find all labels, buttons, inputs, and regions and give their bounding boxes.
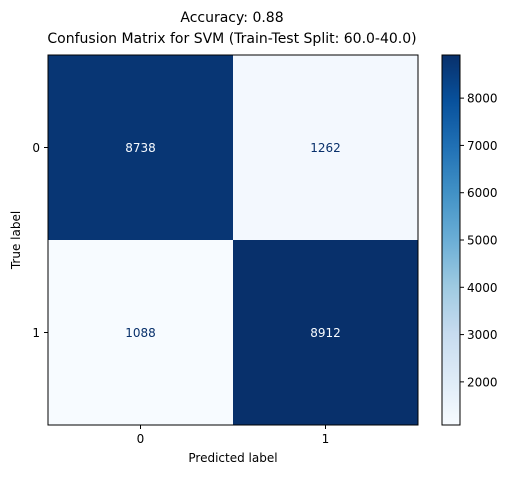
colorbar-tick-label: 5000 (467, 234, 498, 248)
cell-1-0 (48, 240, 233, 425)
colorbar-tick-label: 3000 (467, 328, 498, 342)
colorbar-tick-label: 2000 (467, 375, 498, 389)
y-tick-label: 1 (32, 326, 40, 340)
colorbar-tick-label: 8000 (467, 92, 498, 106)
cell-0-1 (233, 55, 418, 240)
x-axis-label: Predicted label (188, 451, 277, 465)
matrix-cell-labels: 8738 1262 1088 8912 (125, 141, 341, 340)
y-axis-label: True label (9, 211, 23, 270)
colorbar-tick-label: 7000 (467, 139, 498, 153)
cell-0-0 (48, 55, 233, 240)
cell-value-1-0: 1088 (125, 326, 156, 340)
matrix-frame (47, 54, 419, 426)
cell-1-1 (233, 240, 418, 425)
y-tick-label: 0 (32, 141, 40, 155)
colorbar (441, 54, 461, 426)
y-axis-ticks: 01 (32, 141, 48, 340)
colorbar-tick-label: 4000 (467, 281, 498, 295)
cell-value-0-1: 1262 (310, 141, 341, 155)
matrix-cells (48, 55, 418, 425)
colorbar-ticks: 2000 3000 4000 5000 6000 7000 8000 (460, 92, 498, 389)
x-tick-label: 1 (322, 432, 330, 446)
colorbar-tick-label: 6000 (467, 186, 498, 200)
chart-title-line2: Confusion Matrix for SVM (Train-Test Spl… (47, 31, 416, 47)
x-tick-label: 0 (137, 432, 145, 446)
chart-title-line1: Accuracy: 0.88 (180, 10, 283, 26)
cell-value-1-1: 8912 (310, 326, 341, 340)
cell-value-0-0: 8738 (125, 141, 156, 155)
